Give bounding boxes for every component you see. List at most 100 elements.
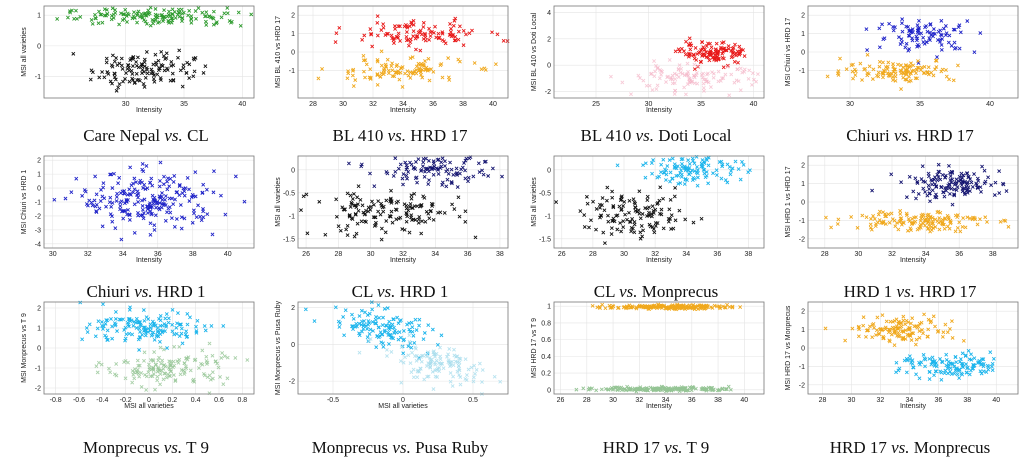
data-point: [99, 187, 103, 192]
data-point: [954, 180, 959, 185]
data-point: [417, 215, 422, 219]
y-tick-label: 0.2: [541, 371, 551, 378]
data-point: [427, 37, 432, 42]
data-point: [638, 230, 643, 235]
data-point: [597, 304, 602, 309]
data-point: [389, 200, 394, 205]
data-point: [685, 165, 690, 170]
data-point: [413, 317, 418, 322]
data-point: [379, 226, 384, 231]
data-point: [975, 186, 980, 190]
data-point: [155, 378, 160, 383]
data-point: [949, 43, 954, 48]
data-point: [928, 30, 932, 35]
data-point: [141, 325, 146, 330]
data-point: [945, 224, 950, 229]
data-point: [704, 79, 709, 84]
data-point: [316, 76, 321, 81]
data-point: [453, 38, 458, 43]
data-point: [346, 71, 351, 76]
data-point: [130, 380, 135, 385]
data-point: [881, 334, 886, 339]
data-point: [702, 168, 707, 172]
data-point: [170, 16, 175, 21]
data-point: [163, 203, 168, 207]
data-point: [933, 217, 938, 222]
data-point: [940, 334, 945, 339]
data-point: [139, 323, 143, 328]
caption-left: Care Nepal: [83, 126, 165, 145]
data-point: [911, 63, 916, 68]
data-point: [391, 174, 396, 178]
data-point: [726, 44, 731, 49]
data-point: [881, 37, 886, 42]
data-point: [143, 187, 148, 192]
data-point: [151, 372, 156, 376]
data-point: [205, 375, 210, 380]
data-point: [402, 202, 407, 207]
data-point: [178, 68, 183, 73]
data-point: [98, 199, 103, 204]
x-tick-label: 34: [905, 397, 913, 404]
data-point: [458, 171, 462, 176]
data-point: [711, 71, 716, 76]
x-tick-label: -0.5: [327, 397, 339, 404]
data-point: [121, 12, 126, 17]
data-point: [969, 357, 974, 362]
data-point: [893, 25, 897, 30]
data-point: [868, 222, 873, 227]
x-tick-label: 38: [745, 251, 753, 258]
data-point: [926, 327, 931, 332]
data-point: [152, 73, 156, 78]
data-point: [670, 156, 675, 161]
data-point: [966, 348, 971, 353]
data-point: [660, 69, 665, 74]
data-point: [944, 363, 949, 368]
data-point: [960, 186, 965, 191]
data-point: [408, 37, 413, 42]
data-point: [913, 76, 918, 81]
data-point: [427, 178, 431, 183]
data-point: [384, 324, 389, 328]
data-point: [382, 66, 387, 71]
data-point: [717, 304, 722, 309]
data-point: [414, 358, 419, 363]
data-point: [350, 312, 354, 317]
data-point: [153, 7, 158, 11]
data-point: [936, 220, 941, 225]
data-point: [134, 326, 139, 330]
data-point: [431, 387, 436, 391]
data-point: [647, 205, 651, 210]
data-point: [666, 305, 671, 310]
data-point: [364, 220, 368, 224]
data-point: [196, 6, 201, 10]
y-axis-title: MSI HRD 17 vs T 9: [531, 318, 538, 378]
data-point: [432, 164, 437, 169]
data-point: [684, 39, 688, 44]
data-point: [211, 16, 216, 21]
x-tick-label: 30: [339, 101, 347, 108]
data-point: [716, 56, 721, 61]
data-point: [706, 163, 711, 168]
series-cyan: [303, 300, 444, 360]
data-point: [127, 331, 132, 336]
data-point: [881, 71, 886, 76]
data-point: [952, 187, 957, 192]
y-axis-title: MSI Monprecus vs Pusa Ruby: [275, 300, 282, 395]
data-point: [406, 73, 411, 78]
x-tick-label: 40: [750, 101, 758, 108]
plot-frame: [297, 301, 509, 395]
data-point: [458, 382, 463, 387]
data-point: [720, 386, 725, 391]
y-tick-label: 0: [801, 346, 805, 353]
data-point: [142, 197, 147, 202]
data-point: [985, 220, 989, 224]
data-point: [113, 8, 117, 12]
data-point: [400, 85, 405, 89]
data-point: [177, 14, 182, 19]
data-point: [154, 63, 159, 67]
data-point: [137, 181, 142, 186]
data-point: [141, 82, 146, 86]
data-point: [963, 225, 968, 230]
data-point: [941, 330, 946, 335]
